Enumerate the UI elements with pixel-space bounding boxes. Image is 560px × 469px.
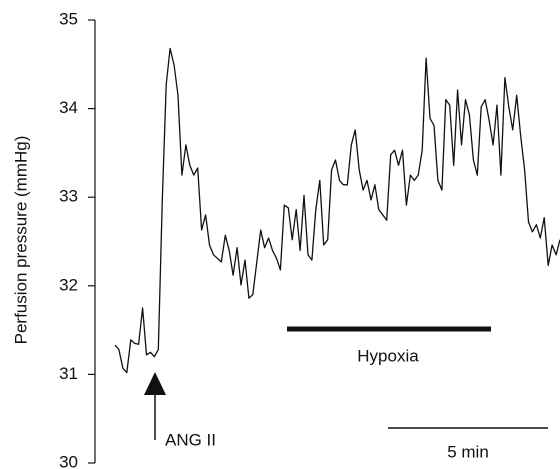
y-axis-label: Perfusion pressure (mmHg) (11, 136, 30, 345)
y-tick-label: 32 (59, 275, 78, 294)
annotation: Hypoxia (357, 346, 419, 365)
arrow-head (144, 372, 166, 395)
trace (114, 47, 560, 374)
annotation: 5 min (447, 442, 489, 461)
y-tick-label: 35 (59, 9, 78, 28)
y-tick-label: 31 (59, 364, 78, 383)
y-tick-label: 33 (59, 187, 78, 206)
annotation: ANG II (165, 430, 216, 449)
y-tick-label: 34 (59, 98, 78, 117)
y-tick-label: 30 (59, 452, 78, 469)
